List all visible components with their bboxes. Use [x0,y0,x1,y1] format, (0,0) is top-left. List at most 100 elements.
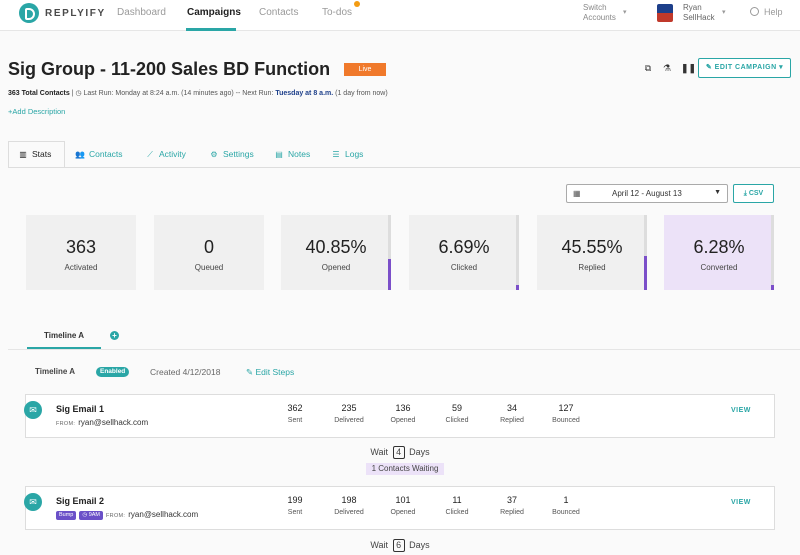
add-description-link[interactable]: +Add Description [8,107,65,116]
stat-label: Opened [321,263,351,272]
stat-card-queued: 0 Queued [154,215,264,290]
date-range-select[interactable]: ▦ April 12 - August 13 ▼ [566,184,728,203]
from-address: ryan@sellhack.com [128,510,199,519]
switch-label: Switch [583,3,607,12]
stat-value: 235 [341,403,357,413]
timeline-created: Created 4/12/2018 [150,367,221,377]
bar-chart-icon: ▥ [19,150,27,159]
stat-label: Sent [287,417,303,424]
clock-icon: ◷ [75,90,82,97]
envelope-icon: ✉ [24,401,42,419]
tab-activity[interactable]: ⟋ Activity [145,149,186,160]
tab-stats[interactable]: ▥ Stats [18,149,51,159]
contacts-waiting-badge[interactable]: 1 Contacts Waiting [366,463,444,475]
progress-track [388,215,391,290]
stat-sent: 199 Sent [265,495,325,516]
wait-days: 4 [392,446,405,459]
view-email-link[interactable]: VIEW [731,407,751,414]
email-step: ✉ Sig Email 2 Bump ◷ 9AM FROM: ryan@sellhac… [24,486,775,530]
nav-campaigns[interactable]: Campaigns [187,7,241,18]
progress-fill [516,284,519,290]
edit-campaign-button[interactable]: ✎ EDIT CAMPAIGN ▾ [698,58,791,78]
send-time-badge: ◷ 9AM [79,511,104,520]
help-link[interactable]: Help [764,7,783,17]
tab-settings[interactable]: ⚙ Settings [209,149,253,159]
wait-label: Wait [370,447,389,457]
edit-icon: ✎ [705,64,715,71]
brand-name[interactable]: REPLYIFY [45,8,106,19]
status-badge: Live [344,63,386,76]
accounts-label: Accounts [583,13,616,22]
stat-value: 1 [563,495,569,505]
page-title: Sig Group - 11-200 Sales BD Function [8,59,331,79]
tab-logs[interactable]: ☰ Logs [331,149,363,159]
chevron-down-icon[interactable]: ▾ [722,9,726,16]
stat-label: Converted [700,263,738,272]
stat-value: 45.55% [561,237,623,257]
user-menu[interactable]: Ryan SellHack [683,3,715,23]
stat-card-converted: 6.28% Converted [664,215,774,290]
stat-sent: 362 Sent [265,403,325,424]
tab-label: Logs [345,149,364,159]
copy-icon[interactable]: ⧉ [644,63,652,73]
flask-icon[interactable]: ⚗ [662,63,672,73]
date-range-value: April 12 - August 13 [612,189,682,198]
campaign-meta: 363 Total Contacts | ◷ Last Run: Monday … [8,90,388,97]
bump-badge: Bump [56,511,77,520]
stat-value: 127 [558,403,574,413]
from-label: FROM: [56,421,76,427]
view-email-link[interactable]: VIEW [731,499,751,506]
export-csv-button[interactable]: ⤓ CSV [733,184,774,203]
switch-accounts[interactable]: Switch Accounts [583,3,616,23]
stat-value: 199 [287,495,303,505]
tab-notes[interactable]: ▤ Notes [274,149,310,159]
progress-fill [771,285,774,290]
edit-steps-label: Edit Steps [255,367,295,377]
nav-todos[interactable]: To-dos [322,7,353,18]
stat-bounced: 1 Bounced [536,495,596,516]
nav-contacts[interactable]: Contacts [259,7,299,18]
next-run-suffix: (1 day from now) [335,90,388,97]
users-icon: 👥 [75,150,85,159]
replyify-logo-icon[interactable] [19,3,39,23]
stat-card-activated: 363 Activated [26,215,136,290]
stat-value: 6.69% [438,237,490,257]
progress-track [644,215,647,290]
stat-value: 0 [203,237,214,257]
tab-label: Stats [32,149,52,159]
pause-icon[interactable]: ❚❚ [681,63,697,73]
edit-steps-link[interactable]: ✎ Edit Steps [246,367,294,378]
caret-down-icon: ▾ [776,64,784,71]
status-badge: Enabled [96,367,130,377]
tab-timeline-a[interactable]: Timeline A [27,327,101,349]
help-icon[interactable] [750,7,759,16]
stat-value: 363 [65,237,97,257]
gear-icon: ⚙ [210,150,218,159]
download-icon: ⤓ [743,190,749,197]
email-name: Sig Email 2 [56,496,105,506]
add-description-label: Add Description [12,107,66,116]
chevron-down-icon[interactable]: ▾ [623,9,627,16]
calendar-icon: ▦ [573,189,581,198]
stat-value: 11 [452,495,462,505]
avatar[interactable] [657,4,673,22]
stat-label: Opened [390,417,416,424]
edit-icon: ✎ [246,367,256,377]
wait-days: 6 [392,539,405,552]
stat-label: Replied [578,263,606,272]
user-name: Ryan [683,3,702,12]
stat-label: Clicked [445,509,469,516]
progress-fill [644,255,647,290]
add-timeline-icon[interactable]: + [110,331,119,340]
next-run: Tuesday at 8 a.m. [275,90,334,97]
stat-label: Bounced [552,509,580,516]
email-from: Bump ◷ 9AM FROM: ryan@sellhack.com [56,510,198,520]
nav-dashboard[interactable]: Dashboard [117,7,166,18]
wait-step: Wait 6 Days [0,539,800,552]
stat-label: Sent [287,509,303,516]
envelope-icon: ✉ [24,493,42,511]
stat-value: 40.85% [305,237,367,257]
tab-label: Notes [288,149,311,159]
tab-label: Contacts [89,149,123,159]
tab-contacts[interactable]: 👥 Contacts [75,149,123,159]
